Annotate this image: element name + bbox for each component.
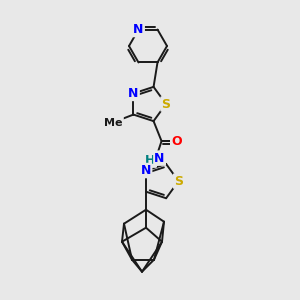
Text: S: S [161,98,170,110]
Text: O: O [171,135,182,148]
Text: N: N [128,87,139,100]
Text: N: N [133,23,144,36]
Text: N: N [141,164,151,177]
Text: Me: Me [104,118,123,128]
Text: S: S [174,175,183,188]
Text: N: N [154,152,165,165]
Text: H: H [146,154,156,166]
